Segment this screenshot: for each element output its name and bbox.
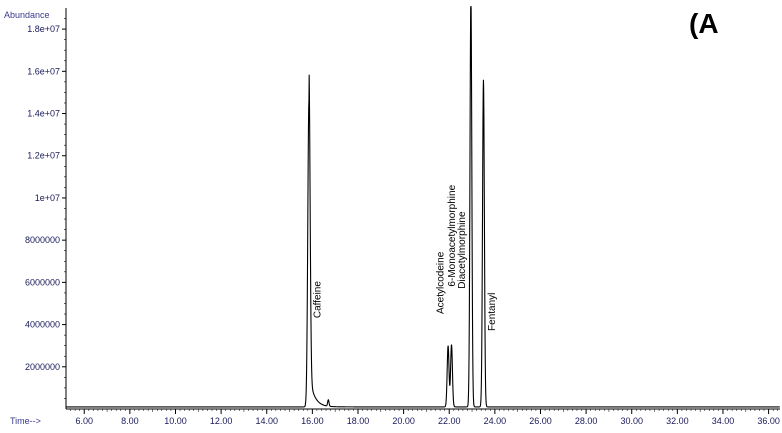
peak-label: Acetylcodeine <box>436 251 447 314</box>
x-tick-label: 36.00 <box>757 416 780 426</box>
peak-label: Caffeine <box>312 281 323 319</box>
axes: 2000000 4000000 6000000 8000000 1e+07 1.2e+07… <box>25 8 780 426</box>
x-tick-label: 20.00 <box>392 416 415 426</box>
trace-group <box>66 5 780 408</box>
x-axis-title: Time--> <box>10 416 41 426</box>
y-tick-label: 1.6e+07 <box>27 66 60 76</box>
x-tick-label: 34.00 <box>712 416 735 426</box>
peak-annotations: Caffeine Acetylcodeine 6-Monoacetylmorphin… <box>312 184 498 331</box>
x-tick-label: 22.00 <box>438 416 461 426</box>
x-tick-label: 24.00 <box>484 416 507 426</box>
chromatogram-trace <box>66 5 780 408</box>
x-tick-label: 28.00 <box>575 416 598 426</box>
x-tick-label: 16.00 <box>301 416 324 426</box>
x-tick-label: 30.00 <box>620 416 643 426</box>
x-tick-label: 6.00 <box>75 416 93 426</box>
peak-label: Diacetylmorphine <box>457 211 468 289</box>
peak-label: 6-Monoacetylmorphine <box>447 184 458 286</box>
x-tick-label: 10.00 <box>164 416 187 426</box>
y-tick-label: 1e+07 <box>35 193 60 203</box>
x-tick-label: 32.00 <box>666 416 689 426</box>
y-tick-label: 2000000 <box>25 362 60 372</box>
y-tick-label: 4000000 <box>25 320 60 330</box>
panel-label: (A <box>689 8 719 39</box>
x-tick-label: 14.00 <box>255 416 278 426</box>
peak-label: Fentanyl <box>487 293 498 331</box>
x-tick-label: 12.00 <box>210 416 233 426</box>
y-tick-label: 8000000 <box>25 235 60 245</box>
x-tick-label: 8.00 <box>121 416 139 426</box>
y-tick-label: 1.8e+07 <box>27 24 60 34</box>
y-axis-title: Abundance <box>4 10 50 20</box>
y-tick-label: 6000000 <box>25 277 60 287</box>
x-tick-label: 18.00 <box>347 416 370 426</box>
y-tick-label: 1.2e+07 <box>27 151 60 161</box>
x-tick-label: 26.00 <box>529 416 552 426</box>
y-tick-label: 1.4e+07 <box>27 109 60 119</box>
